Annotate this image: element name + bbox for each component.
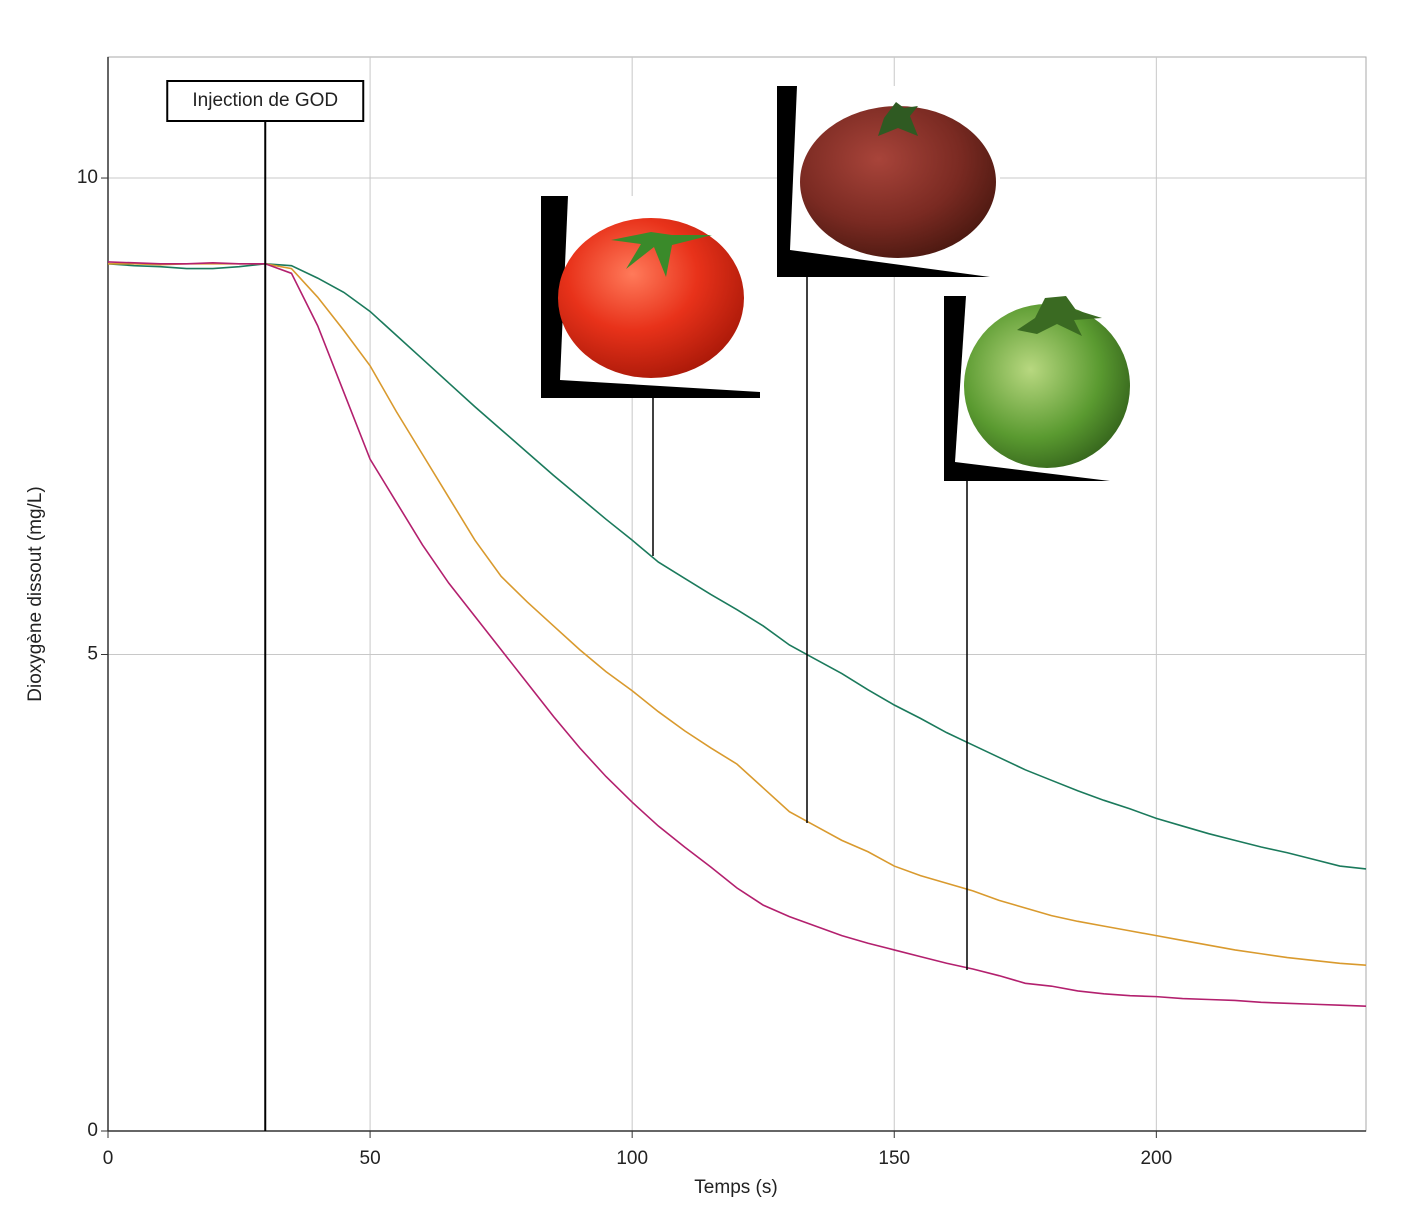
series-line <box>107 262 1367 870</box>
y-tick-label: 5 <box>87 644 98 665</box>
y-axis-label: Dioxygène dissout (mg/L) <box>25 486 46 701</box>
y-tick-label: 0 <box>87 1120 98 1141</box>
x-tick-label: 100 <box>616 1148 648 1169</box>
annotation-text: Injection de GOD <box>192 90 338 111</box>
series-line <box>107 261 1367 1007</box>
x-tick-label: 200 <box>1140 1148 1172 1169</box>
x-tick-label: 50 <box>360 1148 381 1169</box>
tomato-dark <box>800 106 996 258</box>
annotation-box <box>166 80 365 122</box>
series-line <box>108 262 1367 966</box>
x-tick-label: 0 <box>103 1148 114 1169</box>
tomato-green <box>964 304 1130 468</box>
stem <box>1017 296 1102 336</box>
x-tick-label: 150 <box>878 1148 910 1169</box>
annotation: Injection de GOD <box>166 80 365 122</box>
stem <box>878 102 918 136</box>
tomato-images <box>541 86 1148 970</box>
x-axis-label: Temps (s) <box>694 1177 777 1198</box>
tomato-red <box>558 218 744 378</box>
stem <box>611 232 712 277</box>
y-tick-label: 10 <box>77 167 98 188</box>
